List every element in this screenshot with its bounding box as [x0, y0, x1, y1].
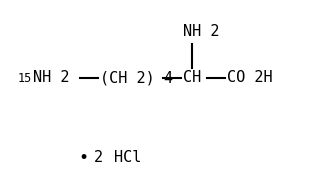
Text: (CH 2) 4: (CH 2) 4 — [100, 70, 173, 85]
Text: 15: 15 — [18, 72, 32, 85]
Text: CO 2H: CO 2H — [227, 70, 272, 85]
Text: •: • — [78, 149, 88, 167]
Text: NH 2: NH 2 — [183, 25, 220, 40]
Text: 2: 2 — [94, 151, 103, 166]
Text: NH 2: NH 2 — [33, 70, 70, 85]
Text: CH: CH — [183, 70, 201, 85]
Text: HCl: HCl — [114, 151, 141, 166]
